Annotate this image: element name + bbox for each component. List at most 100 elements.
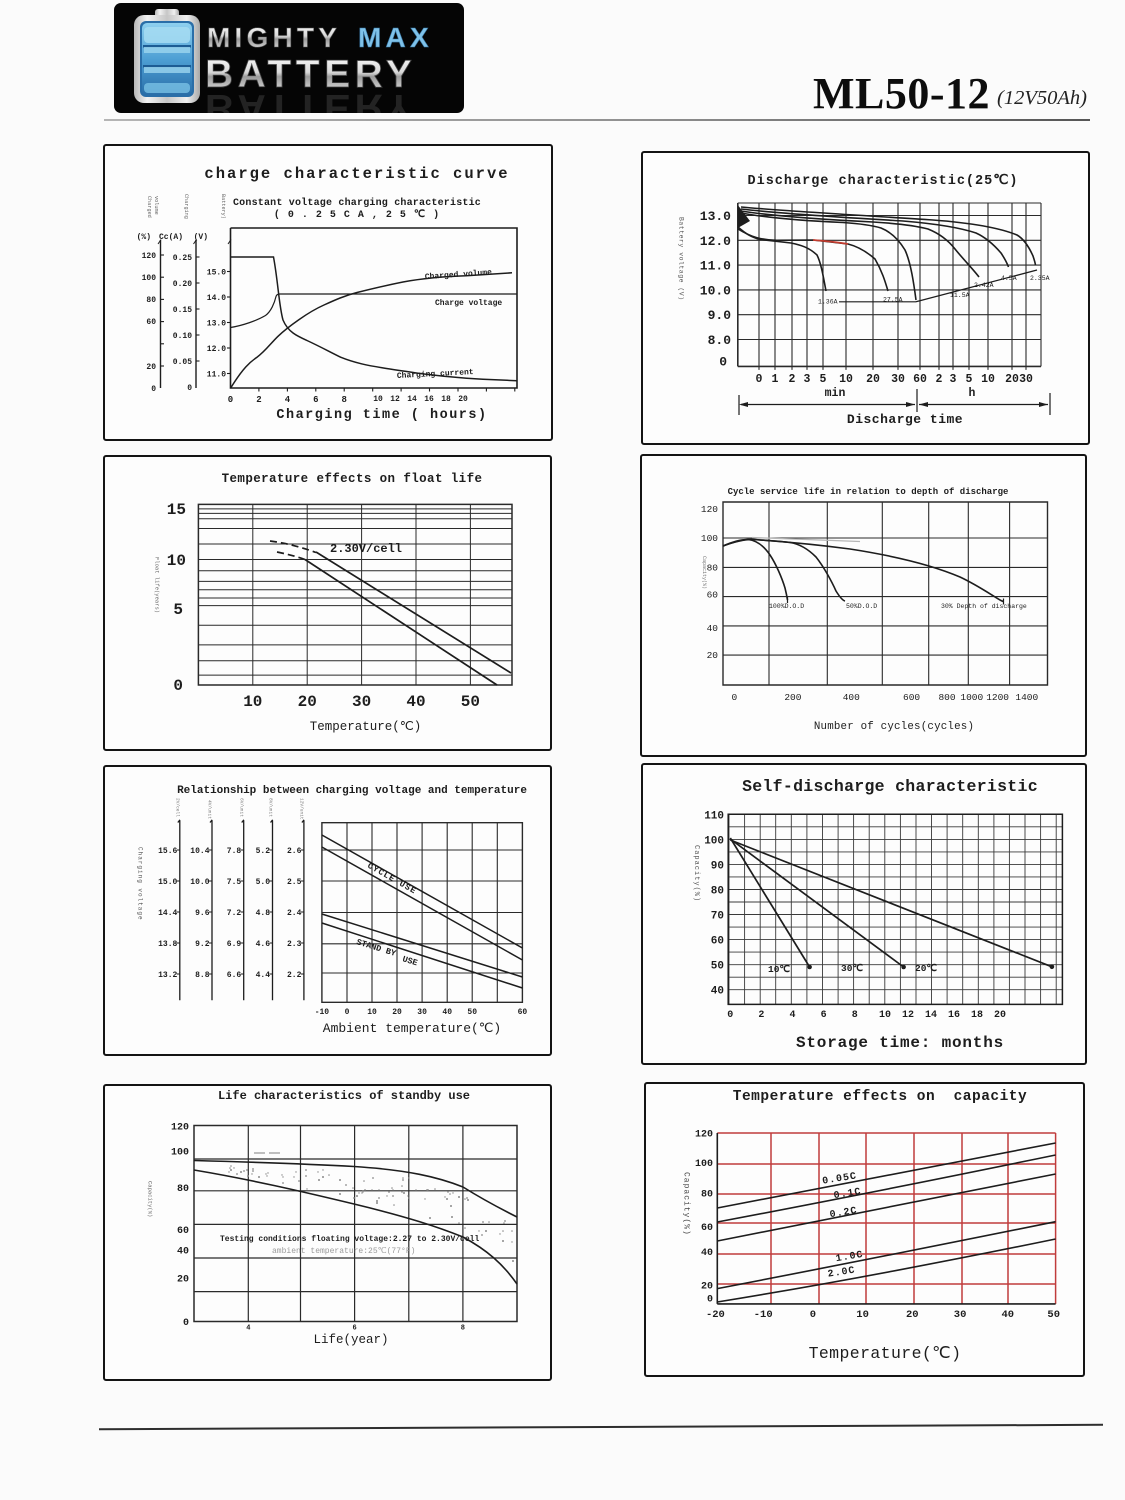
svg-text:Charging: Charging — [183, 194, 189, 219]
svg-text:20: 20 — [392, 1008, 402, 1017]
svg-text:13.0: 13.0 — [700, 209, 731, 224]
svg-text:10: 10 — [373, 395, 383, 404]
svg-text:20: 20 — [177, 1274, 189, 1285]
svg-text:18: 18 — [441, 395, 451, 404]
svg-text:30: 30 — [1019, 373, 1033, 386]
svg-text:120: 120 — [142, 252, 157, 261]
svg-text:2.3: 2.3 — [287, 940, 302, 949]
svg-text:6.9: 6.9 — [227, 940, 242, 949]
svg-text:2.2: 2.2 — [287, 971, 302, 980]
svg-text:8.0: 8.0 — [708, 333, 732, 348]
svg-text:0: 0 — [183, 1318, 189, 1329]
svg-text:0: 0 — [707, 1295, 713, 1306]
svg-text:2.30V/cell: 2.30V/cell — [330, 542, 402, 556]
svg-text:200: 200 — [784, 692, 801, 703]
svg-text:10: 10 — [167, 552, 186, 570]
svg-text:50: 50 — [711, 961, 724, 973]
svg-text:8: 8 — [852, 1010, 858, 1021]
svg-text:ambient temperature:25℃(77°F): ambient temperature:25℃(77°F) — [272, 1247, 415, 1256]
svg-text:18: 18 — [971, 1010, 983, 1021]
svg-text:9.0: 9.0 — [708, 308, 732, 323]
svg-text:15.0: 15.0 — [207, 269, 226, 278]
svg-text:4: 4 — [285, 395, 291, 405]
svg-text:0: 0 — [173, 677, 183, 695]
svg-text:Charging voltage: Charging voltage — [137, 847, 144, 921]
svg-text:20: 20 — [994, 1010, 1006, 1021]
svg-text:5: 5 — [966, 373, 973, 386]
svg-text:9.2: 9.2 — [195, 940, 210, 949]
svg-text:1.0C: 1.0C — [835, 1250, 864, 1265]
svg-text:20℃: 20℃ — [915, 963, 937, 974]
svg-text:13.0: 13.0 — [207, 320, 226, 329]
svg-text:11.5A: 11.5A — [950, 292, 970, 299]
svg-text:2: 2 — [936, 373, 943, 386]
svg-text:BATTERY: BATTERY — [205, 86, 416, 113]
svg-text:0.05C: 0.05C — [822, 1171, 858, 1187]
svg-text:100: 100 — [142, 274, 157, 283]
svg-text:60: 60 — [701, 1223, 713, 1234]
svg-text:10: 10 — [981, 373, 995, 386]
svg-text:4.8: 4.8 — [256, 909, 271, 918]
svg-text:Charged volume: Charged volume — [425, 268, 493, 282]
svg-text:30℃: 30℃ — [841, 963, 863, 974]
svg-text:10: 10 — [879, 1010, 891, 1021]
svg-text:6: 6 — [352, 1325, 356, 1333]
svg-text:10.4: 10.4 — [190, 847, 209, 856]
svg-text:20: 20 — [458, 395, 468, 404]
svg-text:0: 0 — [345, 1008, 350, 1017]
svg-text:12.0: 12.0 — [700, 234, 731, 249]
svg-text:12.0: 12.0 — [207, 345, 226, 354]
svg-text:15.0: 15.0 — [158, 878, 177, 887]
svg-text:80: 80 — [177, 1184, 189, 1195]
svg-text:7.2: 7.2 — [227, 909, 242, 918]
svg-text:80: 80 — [701, 1190, 713, 1201]
svg-text:6V/unit: 6V/unit — [239, 798, 245, 817]
svg-text:Charged: Charged — [146, 196, 152, 218]
svg-text:100: 100 — [171, 1147, 189, 1158]
svg-text:70: 70 — [711, 911, 724, 923]
svg-text:Charge voltage: Charge voltage — [435, 299, 502, 308]
svg-text:40: 40 — [177, 1246, 189, 1257]
svg-text:4.4: 4.4 — [256, 971, 271, 980]
svg-text:4: 4 — [246, 1325, 250, 1333]
svg-text:0.1C: 0.1C — [833, 1187, 862, 1202]
svg-text:20: 20 — [1005, 373, 1019, 386]
svg-text:2.6: 2.6 — [287, 847, 302, 856]
svg-text:volume: volume — [153, 196, 159, 215]
svg-text:1: 1 — [772, 373, 779, 386]
svg-text:4: 4 — [789, 1010, 795, 1021]
svg-text:30: 30 — [891, 373, 905, 386]
svg-text:0.2C: 0.2C — [829, 1206, 858, 1221]
svg-text:1200: 1200 — [986, 692, 1009, 703]
svg-text:16: 16 — [948, 1010, 960, 1021]
svg-text:Storage time: months: Storage time: months — [796, 1034, 1004, 1052]
svg-text:Charging current: Charging current — [397, 368, 474, 381]
svg-text:60: 60 — [913, 373, 927, 386]
svg-text:Battery): Battery) — [220, 194, 226, 219]
svg-text:50: 50 — [467, 1008, 477, 1017]
svg-text:0: 0 — [719, 355, 727, 370]
svg-text:8: 8 — [461, 1325, 465, 1333]
svg-text:600: 600 — [903, 692, 920, 703]
svg-text:Ambient temperature(℃): Ambient temperature(℃) — [323, 1021, 501, 1036]
svg-text:20: 20 — [298, 693, 317, 711]
svg-text:11.0: 11.0 — [700, 259, 731, 274]
svg-text:Charging time ( hours): Charging time ( hours) — [276, 408, 487, 423]
svg-text:Testing conditions floating vo: Testing conditions floating voltage:2.27… — [220, 1235, 479, 1244]
svg-text:Temperature(℃): Temperature(℃) — [310, 720, 422, 734]
svg-text:h: h — [969, 387, 976, 400]
svg-text:6.6: 6.6 — [227, 971, 242, 980]
svg-text:2.4: 2.4 — [287, 909, 302, 918]
svg-text:10.0: 10.0 — [700, 283, 731, 298]
svg-text:60: 60 — [707, 590, 719, 601]
svg-text:100: 100 — [701, 533, 718, 544]
svg-text:-20: -20 — [706, 1309, 725, 1321]
svg-text:110: 110 — [704, 811, 724, 823]
svg-text:50: 50 — [1047, 1309, 1060, 1321]
svg-text:Discharge characteristic(25℃): Discharge characteristic(25℃) — [748, 173, 1019, 189]
svg-text:30% Depth of discharge: 30% Depth of discharge — [941, 603, 1027, 610]
svg-text:20: 20 — [701, 1281, 713, 1292]
svg-text:6: 6 — [821, 1010, 827, 1021]
svg-text:-10: -10 — [754, 1309, 773, 1321]
svg-text:Capacity(%): Capacity(%) — [147, 1181, 154, 1217]
